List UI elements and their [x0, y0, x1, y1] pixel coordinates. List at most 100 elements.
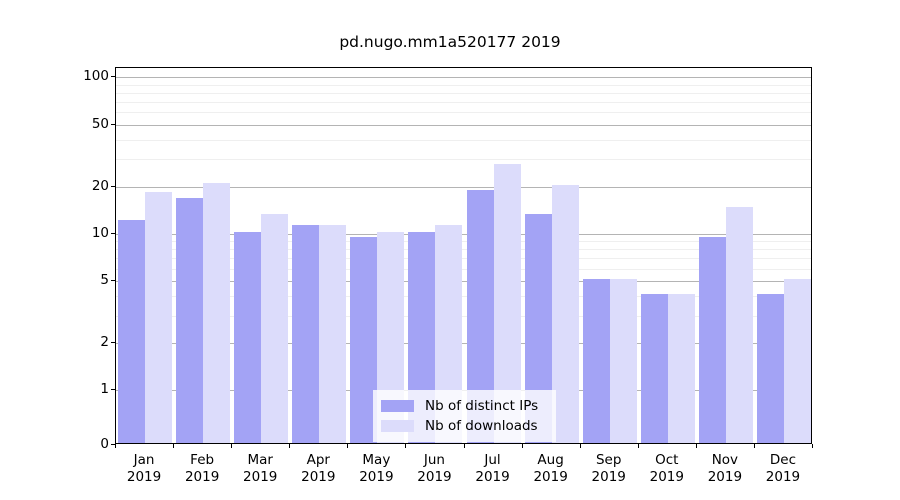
legend-item: Nb of distinct IPs — [381, 396, 548, 416]
gridline-minor — [116, 140, 811, 141]
y-axis-tick-label: 0 — [100, 436, 109, 452]
x-axis-tick-year: 2019 — [475, 468, 510, 485]
x-axis-tick-label: May 2019 — [359, 452, 393, 485]
bar — [261, 214, 289, 443]
x-axis-tick-month: Apr — [306, 452, 330, 468]
x-axis-tick-label: Apr 2019 — [301, 452, 335, 485]
x-axis-tick-year: 2019 — [765, 468, 801, 485]
plot-area — [115, 67, 812, 444]
bar — [698, 236, 726, 443]
x-axis-tick-mark — [231, 444, 232, 448]
y-axis-tick-label: 1 — [100, 381, 109, 398]
gridline-minor — [116, 241, 811, 242]
y-axis-tick-mark — [111, 444, 115, 445]
chart-legend: Nb of distinct IPs Nb of downloads — [373, 390, 556, 442]
x-axis-tick-month: Aug — [537, 452, 564, 468]
x-axis-tick-year: 2019 — [184, 468, 220, 485]
y-axis-tick-mark — [111, 280, 115, 281]
y-axis-tick-mark — [111, 124, 115, 125]
x-axis-tick-year: 2019 — [649, 468, 684, 485]
x-axis-tick-label: Jan 2019 — [127, 452, 161, 485]
x-axis-tick-mark — [522, 444, 523, 448]
bar — [582, 279, 610, 443]
x-axis-tick-month: Jun — [423, 452, 445, 468]
y-axis-tick-label: 5 — [100, 272, 109, 288]
y-axis-tick-mark — [111, 389, 115, 390]
gridline-major — [116, 234, 811, 235]
x-axis-tick-month: Feb — [190, 452, 215, 468]
bar — [203, 183, 231, 443]
x-axis-tick-year: 2019 — [533, 468, 568, 485]
bar — [319, 225, 347, 443]
x-axis-tick-month: Sep — [595, 452, 622, 468]
x-axis-tick-month: Oct — [655, 452, 679, 468]
y-axis-tick-mark — [111, 76, 115, 77]
y-axis-tick-label: 10 — [91, 224, 109, 241]
x-axis-tick-month: Nov — [711, 452, 739, 468]
gridline-major — [116, 187, 811, 188]
gridline-minor — [116, 112, 811, 113]
bar — [234, 231, 262, 443]
x-axis-tick-month: Mar — [247, 452, 273, 468]
chart-title: pd.nugo.mm1a520177 2019 — [339, 33, 561, 51]
x-axis-tick-mark — [638, 444, 639, 448]
x-axis-tick-label: Dec 2019 — [766, 452, 800, 485]
bar — [640, 294, 668, 443]
gridline-minor — [116, 296, 811, 297]
y-axis-tick-label: 100 — [83, 68, 109, 85]
x-axis-tick-label: Mar 2019 — [243, 452, 277, 485]
x-axis-tick-mark — [289, 444, 290, 448]
legend-swatch-icon — [381, 420, 414, 432]
bar — [783, 279, 811, 443]
legend-item: Nb of downloads — [381, 416, 548, 436]
x-axis-tick-year: 2019 — [417, 468, 452, 485]
bar — [350, 236, 378, 443]
gridline-major — [116, 125, 811, 126]
bar — [725, 206, 753, 443]
x-axis-tick-mark — [115, 444, 116, 448]
bar — [176, 197, 204, 443]
gridline-minor — [116, 269, 811, 270]
y-axis-tick-label: 50 — [91, 115, 109, 132]
x-axis-tick-mark — [754, 444, 755, 448]
x-axis-tick-month: May — [362, 452, 391, 468]
bar — [609, 279, 637, 443]
x-axis-tick-label: Nov 2019 — [708, 452, 742, 485]
x-axis-tick-mark — [464, 444, 465, 448]
gridline-major — [116, 281, 811, 282]
y-axis-tick-mark — [111, 342, 115, 343]
x-axis-tick-mark — [580, 444, 581, 448]
y-axis-tick-mark — [111, 186, 115, 187]
x-axis-tick-label: Sep 2019 — [592, 452, 626, 485]
x-axis-tick-mark — [812, 444, 813, 448]
gridline-minor — [116, 249, 811, 250]
x-axis-tick-label: Jun 2019 — [417, 452, 451, 485]
gridline-minor — [116, 93, 811, 94]
x-axis-tick-year: 2019 — [707, 468, 743, 485]
x-axis-tick-month: Dec — [769, 452, 797, 468]
bar — [551, 184, 579, 443]
x-axis-tick-mark — [173, 444, 174, 448]
x-axis-tick-year: 2019 — [126, 468, 162, 485]
bar — [756, 294, 784, 443]
bar — [145, 192, 173, 443]
x-axis-tick-label: Jul 2019 — [475, 452, 509, 485]
y-axis-tick-mark — [111, 233, 115, 234]
y-axis-tick-label: 20 — [91, 177, 109, 194]
gridline-major — [116, 77, 811, 78]
x-axis-tick-label: Feb 2019 — [185, 452, 219, 485]
legend-swatch-icon — [381, 400, 414, 412]
x-axis-tick-year: 2019 — [243, 468, 278, 485]
x-axis-tick-label: Aug 2019 — [533, 452, 567, 485]
x-axis-tick-month: Jul — [484, 452, 501, 468]
x-axis-tick-year: 2019 — [591, 468, 626, 485]
x-axis-tick-year: 2019 — [301, 468, 336, 485]
y-axis-tick-label: 2 — [100, 334, 109, 351]
gridline-major — [116, 343, 811, 344]
x-axis-tick-mark — [405, 444, 406, 448]
gridline-minor — [116, 85, 811, 86]
gridline-minor — [116, 316, 811, 317]
x-axis-tick-year: 2019 — [359, 468, 394, 485]
x-axis-tick-mark — [696, 444, 697, 448]
